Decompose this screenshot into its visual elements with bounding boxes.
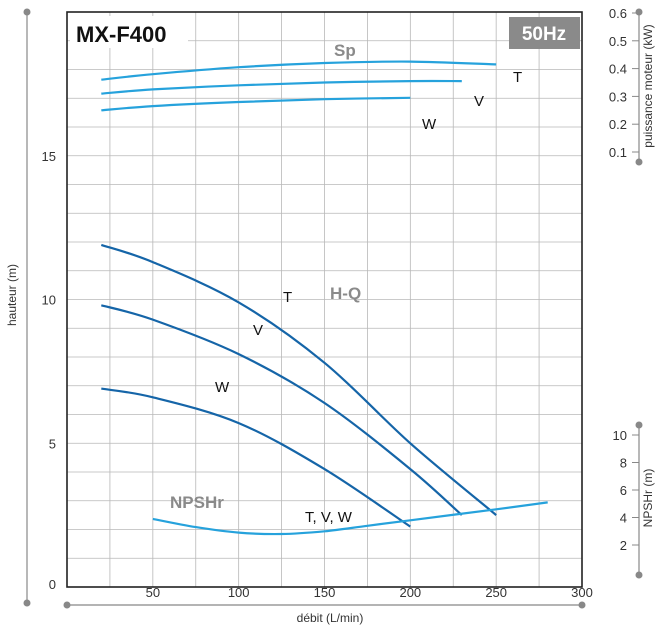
right-top-tick-label: 0.2 — [609, 117, 627, 132]
hq-curve-w — [101, 387, 411, 528]
npsh-curve — [152, 501, 548, 536]
sp-curve-v — [101, 79, 462, 95]
bottom-axis — [63, 601, 586, 609]
x-tick-label: 100 — [228, 585, 250, 600]
left-tick-label: 10 — [42, 293, 56, 308]
hq-curve-t — [100, 243, 497, 516]
chart-grid — [67, 12, 582, 587]
x-axis-ticks: 50 100 150 200 250 300 — [146, 585, 593, 600]
sp-series-label-t: T — [513, 69, 522, 86]
x-tick-label: 150 — [314, 585, 336, 600]
right-top-tick-label: 0.4 — [609, 62, 627, 77]
sp-series-label-v: V — [474, 93, 484, 110]
left-tick-label: 0 — [49, 577, 56, 592]
plot-frame — [66, 11, 583, 588]
right-bottom-tick-label: 4 — [620, 511, 627, 526]
npsh-curve-label: T, V, W — [305, 509, 353, 526]
hq-curve-v — [101, 304, 463, 516]
hq-series-label-v: V — [253, 322, 263, 339]
x-tick-label: 250 — [485, 585, 507, 600]
right-top-tick-label: 0.1 — [609, 145, 627, 160]
right-bottom-axis-title: NPSHr (m) — [641, 469, 655, 528]
sp-curve-t — [101, 60, 497, 81]
right-bottom-tick-label: 10 — [613, 428, 627, 443]
hq-series-label-w: W — [215, 379, 230, 396]
x-axis-title: débit (L/min) — [297, 611, 364, 625]
left-tick-label: 15 — [42, 149, 56, 164]
frequency-badge — [509, 17, 580, 49]
right-top-axis-ticks: 0.1 0.2 0.3 0.4 0.5 0.6 — [609, 6, 639, 160]
hq-group-label: H-Q — [330, 284, 361, 303]
right-bottom-tick-label: 2 — [620, 538, 627, 553]
x-tick-label: 200 — [399, 585, 421, 600]
right-top-axis — [635, 8, 643, 166]
series-group — [100, 60, 548, 536]
frequency-badge-text: 50Hz — [522, 24, 566, 45]
hq-series-label-t: T — [283, 289, 292, 306]
sp-series-label-w: W — [422, 116, 437, 133]
plot-title-background — [70, 16, 188, 48]
right-top-axis-title: puissance moteur (kW) — [641, 24, 655, 147]
right-bottom-axis-ticks: 2 4 6 8 10 — [613, 428, 639, 553]
left-axis-title: hauteur (m) — [5, 264, 19, 326]
npsh-group-label: NPSHr — [170, 493, 224, 512]
right-bottom-tick-label: 8 — [620, 456, 627, 471]
right-top-tick-label: 0.3 — [609, 89, 627, 104]
sp-curve-w — [101, 96, 411, 112]
right-top-tick-label: 0.6 — [609, 6, 627, 21]
right-top-tick-label: 0.5 — [609, 34, 627, 49]
sp-group-label: Sp — [334, 41, 356, 60]
x-tick-label: 50 — [146, 585, 160, 600]
x-tick-label: 300 — [571, 585, 593, 600]
right-bottom-tick-label: 6 — [620, 483, 627, 498]
left-tick-label: 5 — [49, 436, 56, 451]
left-axis — [23, 8, 31, 607]
model-title: MX-F400 — [76, 22, 166, 47]
right-bottom-axis — [635, 421, 643, 579]
left-axis-ticks: 0 5 10 15 — [42, 149, 56, 592]
